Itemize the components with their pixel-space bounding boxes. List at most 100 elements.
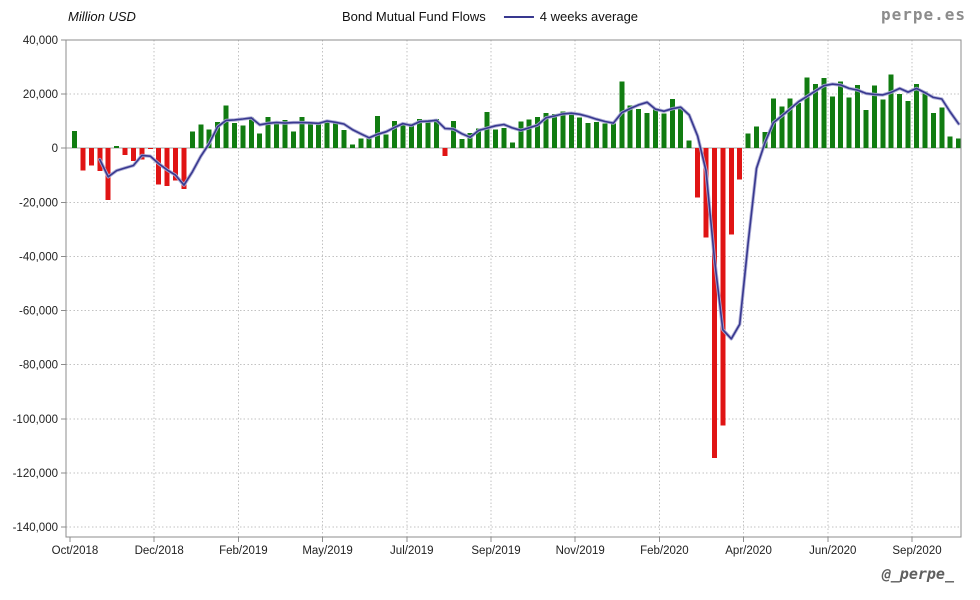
flow-bar	[467, 133, 473, 149]
flow-bar	[240, 125, 246, 149]
flow-bar	[594, 122, 600, 149]
flow-bar	[265, 116, 271, 149]
flow-bar	[383, 134, 389, 149]
y-tick-label: -140,000	[13, 522, 58, 534]
brand-watermark: perpe.es	[880, 5, 966, 24]
flow-bar	[711, 148, 717, 459]
flow-bar	[88, 148, 94, 166]
flow-bar	[366, 138, 372, 149]
flow-bar	[375, 115, 381, 149]
flow-bar	[905, 100, 911, 149]
flow-bar	[156, 148, 162, 185]
x-tick-label: Oct/2018	[52, 545, 99, 557]
flow-bar	[324, 121, 330, 149]
flow-bar	[484, 111, 490, 149]
flow-bar	[114, 145, 120, 149]
legend-label: 4 weeks average	[539, 9, 639, 24]
twitter-handle: @_perpe_	[881, 565, 954, 583]
flow-bar	[627, 105, 633, 149]
flow-bar	[737, 148, 743, 180]
flow-bar	[509, 142, 515, 149]
flow-bar	[299, 116, 305, 149]
flow-bar	[122, 148, 128, 155]
flow-bar	[358, 138, 364, 149]
flow-bar	[518, 121, 524, 149]
average-line	[99, 83, 960, 340]
flow-bar	[223, 105, 229, 149]
y-tick-label: -40,000	[19, 251, 58, 263]
flow-bar	[855, 84, 861, 149]
flow-bar	[72, 131, 77, 149]
flow-bar	[417, 119, 423, 149]
flow-bar	[189, 131, 195, 149]
flow-bar	[812, 84, 818, 149]
flow-bar	[728, 148, 734, 235]
flow-bar	[745, 133, 751, 149]
flow-bar	[888, 74, 894, 149]
flow-bar	[644, 113, 650, 149]
flow-bar	[838, 81, 844, 149]
flow-bar	[602, 123, 608, 149]
flow-bar	[501, 127, 507, 149]
x-tick-label: Feb/2020	[640, 545, 689, 557]
flow-bar	[796, 103, 802, 149]
flow-bar	[307, 123, 313, 149]
y-tick-label: 0	[52, 143, 58, 155]
flow-bar	[947, 136, 953, 149]
legend: 4 weeks average	[503, 9, 639, 24]
flow-bar	[459, 138, 465, 149]
flow-bar	[391, 121, 397, 149]
flow-bar	[493, 129, 498, 149]
y-tick-label: -80,000	[19, 360, 58, 372]
flow-bar	[779, 106, 785, 149]
chart-title: Bond Mutual Fund Flows	[341, 9, 486, 24]
flow-bar	[636, 108, 642, 149]
flow-bar	[695, 148, 701, 198]
y-tick-label: -20,000	[19, 197, 58, 209]
flow-bar	[257, 133, 263, 149]
flow-bar	[526, 119, 532, 149]
flow-bar	[804, 77, 810, 149]
flow-bar	[349, 144, 355, 149]
x-tick-label: Sep/2020	[892, 545, 941, 557]
y-tick-label: 20,000	[23, 89, 58, 101]
flow-bar	[880, 99, 886, 149]
flow-bar	[585, 123, 591, 149]
flow-bar	[181, 148, 187, 189]
flow-bar	[248, 117, 254, 149]
flow-bar	[821, 78, 827, 149]
y-tick-label: -60,000	[19, 306, 58, 318]
flow-bar	[341, 129, 347, 149]
x-tick-label: Jun/2020	[809, 545, 856, 557]
flow-bar	[610, 123, 616, 149]
flow-bar	[686, 140, 692, 149]
flow-bar	[274, 122, 280, 149]
x-tick-label: Apr/2020	[725, 545, 772, 557]
flow-bar	[400, 122, 406, 149]
flow-bar	[897, 94, 903, 149]
flow-bar	[450, 121, 456, 149]
flow-bar	[754, 126, 760, 149]
flow-bar	[914, 84, 919, 149]
flow-bar	[164, 148, 170, 187]
flow-bar	[282, 119, 288, 149]
flow-bar	[922, 91, 928, 149]
plot-border	[65, 39, 962, 538]
flow-bar	[661, 113, 667, 149]
flow-bar	[206, 129, 212, 149]
x-tick-label: Nov/2019	[556, 545, 605, 557]
flow-bar	[930, 113, 936, 149]
flow-bar	[476, 128, 482, 149]
flow-bar	[333, 122, 339, 149]
flow-bar	[939, 107, 945, 149]
x-tick-label: Dec/2018	[135, 545, 184, 557]
flow-bar	[703, 148, 709, 238]
flow-bar	[215, 122, 221, 149]
flow-bar	[543, 113, 549, 149]
flow-bar	[290, 131, 296, 149]
flow-bar	[863, 109, 869, 149]
flow-bar	[720, 148, 726, 426]
line-legend-swatch-icon	[503, 15, 534, 18]
flow-bar	[678, 107, 684, 149]
